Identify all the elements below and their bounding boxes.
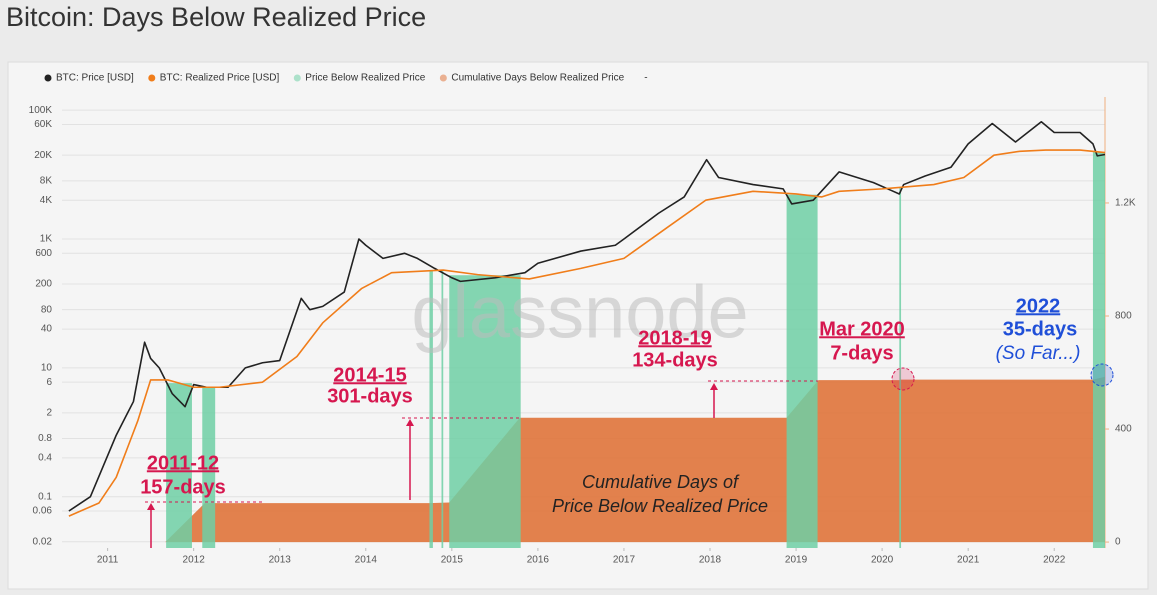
y-tick-label: 10 — [41, 363, 53, 374]
legend-marker — [439, 74, 447, 82]
legend-label: Price Below Realized Price — [305, 73, 425, 84]
arrow-head — [147, 503, 155, 510]
annotation-text: 157-days — [140, 476, 226, 498]
annotation-text: 301-days — [327, 385, 413, 407]
y2-tick-label: 400 — [1115, 424, 1132, 435]
y-tick-label: 0.1 — [38, 491, 52, 502]
annotation-label: 2018-19 — [638, 327, 711, 349]
y-tick-label: 8K — [40, 175, 53, 186]
x-tick-label: 2014 — [355, 555, 378, 566]
x-tick-label: 2022 — [1043, 555, 1066, 566]
arrow-head — [710, 383, 718, 390]
below-band — [1092, 151, 1105, 549]
legend-label: BTC: Price [USD] — [56, 73, 134, 84]
legend-label: - — [644, 73, 647, 84]
x-tick-label: 2012 — [183, 555, 206, 566]
legend: BTC: Price [USD] BTC: Realized Price [USD… — [44, 73, 648, 84]
annotations: 2011-12 157-days 2014-15 301-days 2018-1… — [140, 295, 1114, 548]
y-tick-label: 200 — [35, 279, 52, 290]
chart-title: Bitcoin: Days Below Realized Price — [6, 2, 426, 32]
annotation-label: 2011-12 — [147, 452, 219, 474]
annotation-label: Mar 2020 — [819, 318, 905, 340]
area-note: Price Below Realized Price — [552, 496, 768, 516]
series-line — [68, 149, 1106, 517]
x-tick-label: 2011 — [97, 555, 119, 566]
plot-area: 0.02 0.06 0.1 0.4 0.8 2 6 10 40 80 200 600 1K 4K 8K 20K… — [29, 97, 1136, 566]
below-band — [449, 275, 521, 548]
x-tick-label: 2013 — [269, 555, 292, 566]
below-band — [202, 387, 216, 548]
x-tick-label: 2019 — [785, 555, 808, 566]
y-tick-label: 60K — [34, 119, 52, 130]
arrow-head — [406, 419, 414, 426]
below-band — [899, 187, 902, 549]
y-tick-label: 0.8 — [38, 433, 52, 444]
annotation-text: 7-days — [830, 342, 893, 364]
y-tick-label: 0.4 — [38, 453, 52, 464]
watermark: glassnode — [411, 271, 748, 354]
below-band — [166, 383, 192, 548]
y-tick-label: 1K — [40, 234, 53, 245]
x-tick-label: 2020 — [871, 555, 894, 566]
y-tick-label: 0.02 — [33, 536, 53, 547]
y-tick-label: 0.06 — [33, 506, 53, 517]
legend-marker — [293, 74, 301, 82]
y2-tick-label: 0 — [1115, 537, 1121, 548]
x-tick-label: 2015 — [441, 555, 464, 566]
annotation-text: 35-days — [1003, 318, 1078, 340]
highlight-circle — [891, 367, 915, 391]
y-tick-label: 2 — [46, 408, 52, 419]
y-tick-label: 100K — [29, 105, 53, 116]
legend-marker — [148, 74, 156, 82]
y-tick-label: 4K — [40, 195, 53, 206]
annotation-note: (So Far...) — [996, 343, 1081, 364]
x-tick-label: 2017 — [613, 555, 636, 566]
legend-label: BTC: Realized Price [USD] — [160, 73, 280, 84]
series-line — [68, 120, 1106, 512]
cumulative-area — [62, 376, 1105, 543]
annotation-label: 2014-15 — [333, 364, 406, 386]
below-band — [786, 194, 818, 549]
y-tick-label: 600 — [35, 248, 52, 259]
x-tick-label: 2018 — [699, 555, 722, 566]
x-tick-label: 2016 — [527, 555, 550, 566]
y-tick-label: 80 — [41, 304, 53, 315]
annotation-text: 134-days — [632, 349, 718, 371]
y2-tick-label: 1.2K — [1115, 198, 1136, 209]
x-tick-label: 2021 — [957, 555, 980, 566]
legend-marker — [44, 74, 52, 82]
y-tick-label: 20K — [34, 150, 52, 161]
highlight-circle — [1090, 363, 1114, 387]
below-band — [441, 270, 444, 548]
y-tick-label: 40 — [41, 324, 53, 335]
y2-tick-label: 800 — [1115, 311, 1132, 322]
annotation-label: 2022 — [1016, 295, 1061, 317]
y-tick-label: 6 — [46, 377, 52, 388]
area-note: Cumulative Days of — [582, 472, 740, 492]
legend-label: Cumulative Days Below Realized Price — [451, 73, 624, 84]
below-band — [429, 270, 433, 548]
